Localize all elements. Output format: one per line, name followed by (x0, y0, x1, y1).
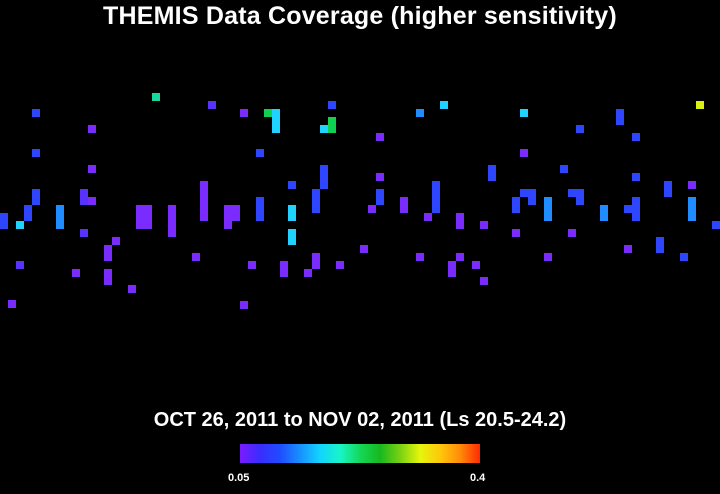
coverage-strip (336, 261, 344, 269)
coverage-strip (256, 197, 264, 221)
coverage-strip (328, 101, 336, 109)
coverage-strip (264, 109, 272, 117)
coverage-strip (256, 149, 264, 157)
coverage-strip (288, 229, 296, 245)
coverage-strip (712, 221, 720, 229)
coverage-strip (568, 229, 576, 237)
coverage-strip (16, 221, 24, 229)
coverage-strip (544, 197, 552, 221)
coverage-strip (432, 181, 440, 213)
coverage-strip (72, 269, 80, 277)
coverage-strip (680, 253, 688, 261)
coverage-strip (312, 253, 320, 269)
coverage-strip (80, 229, 88, 237)
coverage-strip (440, 101, 448, 109)
coverage-strip (688, 197, 696, 221)
coverage-strip (480, 221, 488, 229)
coverage-strip (576, 125, 584, 133)
coverage-strip (696, 101, 704, 109)
coverage-strip (488, 165, 496, 181)
coverage-strip (288, 181, 296, 189)
coverage-strip (456, 253, 464, 261)
coverage-strip (632, 133, 640, 141)
coverage-strip (192, 253, 200, 261)
coverage-strip (136, 205, 144, 229)
map-title: THEMIS Data Coverage (higher sensitivity… (103, 2, 617, 30)
color-scale-max-label: 0.4 (470, 472, 486, 484)
coverage-strip (240, 301, 248, 309)
coverage-strip (88, 165, 96, 173)
coverage-map (0, 93, 720, 309)
coverage-strip (520, 109, 528, 117)
coverage-strip (288, 205, 296, 221)
coverage-strip (104, 269, 112, 285)
coverage-strip (576, 189, 584, 205)
coverage-strip (312, 189, 320, 213)
coverage-strip (376, 189, 384, 205)
coverage-strip (0, 213, 8, 229)
coverage-strip (128, 285, 136, 293)
coverage-strip (512, 197, 520, 213)
coverage-strip (88, 197, 96, 205)
coverage-strip (152, 93, 160, 101)
coverage-strip (544, 253, 552, 261)
coverage-strip (328, 117, 336, 133)
coverage-strip (360, 245, 368, 253)
coverage-strip (376, 133, 384, 141)
coverage-strip (624, 245, 632, 253)
coverage-strip (520, 189, 528, 197)
coverage-strip (32, 189, 40, 205)
coverage-strip (616, 109, 624, 125)
coverage-strip (280, 261, 288, 277)
coverage-strip (656, 237, 664, 253)
coverage-strip (320, 165, 328, 189)
coverage-strip (104, 245, 112, 261)
coverage-strip (472, 261, 480, 269)
coverage-strip (512, 229, 520, 237)
coverage-strip (32, 149, 40, 157)
coverage-strip (272, 109, 280, 133)
coverage-strip (568, 189, 576, 197)
coverage-strip (80, 189, 88, 205)
coverage-strip (480, 277, 488, 285)
coverage-strip (168, 205, 176, 237)
coverage-strip (240, 109, 248, 117)
coverage-strip (376, 173, 384, 181)
coverage-strip (664, 181, 672, 197)
coverage-strip (368, 205, 376, 213)
coverage-strip (448, 261, 456, 277)
color-scale-bar (240, 444, 480, 463)
coverage-strip (456, 213, 464, 229)
coverage-strip (24, 205, 32, 221)
coverage-strip (624, 205, 632, 213)
coverage-strip (248, 261, 256, 269)
coverage-strip (32, 109, 40, 117)
coverage-strip (304, 269, 312, 277)
coverage-strip (56, 205, 64, 229)
coverage-strip (88, 125, 96, 133)
coverage-strip (632, 173, 640, 181)
coverage-strip (688, 181, 696, 189)
date-range-subtitle: OCT 26, 2011 to NOV 02, 2011 (Ls 20.5-24… (153, 409, 567, 431)
coverage-strip (208, 101, 216, 109)
coverage-strip (224, 205, 232, 229)
coverage-strip (144, 205, 152, 229)
color-scale-min-label: 0.05 (228, 472, 250, 484)
coverage-strip (16, 261, 24, 269)
coverage-strip (112, 237, 120, 245)
coverage-strip (232, 205, 240, 221)
coverage-strip (528, 189, 536, 205)
coverage-strip (416, 109, 424, 117)
coverage-strip (200, 181, 208, 221)
coverage-strip (400, 197, 408, 213)
coverage-strip (520, 149, 528, 157)
coverage-strip (600, 205, 608, 221)
coverage-strip (424, 213, 432, 221)
coverage-strip (416, 253, 424, 261)
coverage-strip (632, 197, 640, 221)
coverage-strip (560, 165, 568, 173)
coverage-strip (8, 300, 16, 308)
coverage-strip (320, 125, 328, 133)
